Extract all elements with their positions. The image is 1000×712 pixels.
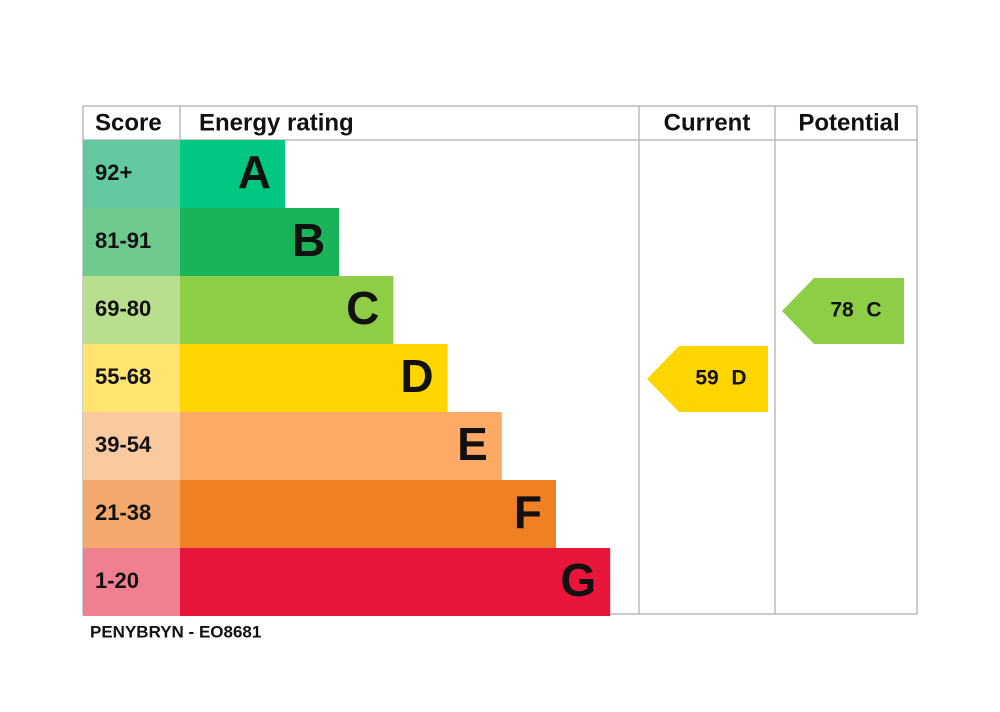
score-range: 55-68 — [95, 364, 151, 389]
score-range: 81-91 — [95, 228, 151, 253]
band-letter: F — [514, 486, 542, 538]
rating-bar — [180, 344, 448, 412]
potential-arrow — [782, 278, 904, 344]
score-range: 69-80 — [95, 296, 151, 321]
header-rating: Energy rating — [199, 109, 354, 136]
score-cell — [83, 412, 180, 480]
header-current: Current — [664, 109, 751, 136]
score-cell — [83, 140, 180, 208]
current-score: 59 — [695, 367, 718, 390]
score-range: 1-20 — [95, 568, 139, 593]
footer: PENYBRYN - EO8681 — [90, 622, 261, 641]
header-score: Score — [95, 109, 162, 136]
potential-score: 78 — [830, 299, 854, 322]
score-cell — [83, 208, 180, 276]
current-band: D — [731, 367, 746, 390]
header-potential: Potential — [798, 109, 899, 136]
rating-bar — [180, 480, 556, 548]
score-range: 21-38 — [95, 500, 151, 525]
band-letter: A — [238, 146, 271, 198]
rating-bar — [180, 548, 611, 616]
score-cell — [83, 276, 180, 344]
band-letter: G — [560, 554, 596, 606]
rating-bar — [180, 412, 502, 480]
rating-bar — [180, 208, 340, 276]
rating-bar — [180, 276, 394, 344]
band-letter: B — [292, 214, 325, 266]
score-cell — [83, 344, 180, 412]
score-cell — [83, 548, 180, 616]
current-arrow — [647, 346, 768, 412]
score-range: 92+ — [95, 160, 132, 185]
band-letter: D — [400, 350, 433, 402]
score-cell — [83, 480, 180, 548]
band-letter: C — [346, 282, 379, 334]
score-range: 39-54 — [95, 432, 152, 457]
rating-bar — [180, 140, 285, 208]
potential-band: C — [866, 299, 881, 322]
band-letter: E — [457, 418, 488, 470]
